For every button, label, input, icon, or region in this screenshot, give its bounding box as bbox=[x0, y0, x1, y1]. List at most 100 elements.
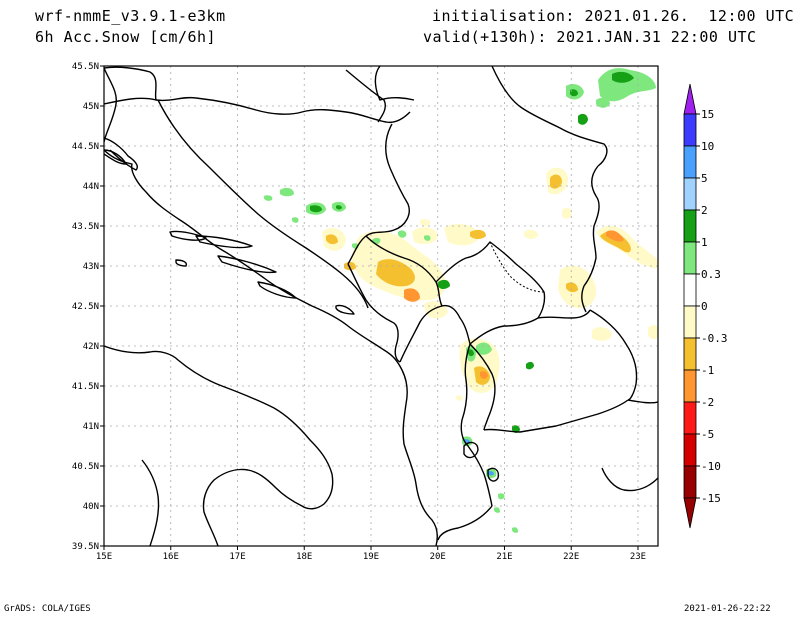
lon-tick-label: 22E bbox=[563, 552, 579, 562]
lake-ohrid bbox=[463, 441, 479, 459]
island bbox=[175, 259, 188, 267]
field-patch bbox=[648, 325, 658, 340]
colorbar-segment bbox=[683, 209, 697, 243]
lon-tick-label: 20E bbox=[430, 552, 446, 562]
lake-prespa bbox=[487, 467, 500, 482]
field-patch bbox=[404, 288, 420, 302]
border-greece-bulgaria bbox=[627, 399, 658, 404]
snow-field bbox=[264, 68, 658, 533]
field-patch bbox=[438, 279, 450, 289]
border-north-macedonia-south bbox=[483, 399, 629, 433]
colorbar-segment bbox=[683, 369, 697, 403]
field-patch bbox=[512, 527, 518, 533]
field-patch bbox=[480, 371, 488, 379]
variable-title: 6h Acc.Snow [cm/6h] bbox=[35, 28, 217, 46]
field-patch bbox=[456, 395, 463, 401]
border-serbia-croatia bbox=[345, 69, 387, 123]
lat-tick-label: 42.5N bbox=[72, 302, 99, 312]
island bbox=[104, 137, 138, 171]
lat-tick-label: 40.5N bbox=[72, 462, 99, 472]
field-patch bbox=[336, 205, 342, 210]
field-patch bbox=[612, 71, 634, 83]
colorbar-segment bbox=[683, 113, 697, 147]
border-serbia-north-macedonia bbox=[537, 309, 591, 319]
border-greece-albania bbox=[437, 505, 493, 541]
border-montenegro-serbia bbox=[365, 235, 443, 307]
colorbar-label: 10 bbox=[701, 140, 714, 153]
colorbar-segment bbox=[683, 433, 697, 467]
colorbar-segment bbox=[683, 337, 697, 371]
lon-tick-label: 18E bbox=[296, 552, 312, 562]
lat-tick-label: 43N bbox=[83, 262, 99, 272]
colorbar-label: 15 bbox=[701, 108, 714, 121]
lat-tick-label: 44N bbox=[83, 182, 99, 192]
lat-tick-label: 45N bbox=[83, 102, 99, 112]
colorbar-arrow-bottom bbox=[683, 497, 697, 529]
field-patch bbox=[326, 234, 338, 245]
lat-tick-label: 45.5N bbox=[72, 62, 99, 72]
valid-time: valid(+130h): 2021.JAN.31 22:00 UTC bbox=[423, 28, 757, 46]
lon-tick-label: 15E bbox=[96, 552, 112, 562]
lat-tick-label: 40N bbox=[83, 502, 99, 512]
field-patch bbox=[420, 219, 431, 227]
island bbox=[195, 235, 253, 249]
colorbar-label: -1 bbox=[701, 364, 714, 377]
island bbox=[169, 230, 207, 241]
colorbar-arrow-top bbox=[683, 83, 697, 115]
colorbar-label: -5 bbox=[701, 428, 714, 441]
island bbox=[217, 255, 277, 274]
lon-tick-label: 17E bbox=[229, 552, 245, 562]
field-patch bbox=[264, 195, 273, 201]
border-bosnia-croatia-north bbox=[104, 96, 411, 124]
border-bosnia-east bbox=[347, 123, 410, 265]
field-patch bbox=[550, 174, 562, 189]
initialisation-time: initialisation: 2021.01.26. 12:00 UTC bbox=[432, 7, 795, 25]
colorbar-segment bbox=[683, 177, 697, 211]
colorbar-label: 0.3 bbox=[701, 268, 721, 281]
field-patch bbox=[280, 187, 294, 197]
lat-tick-label: 41.5N bbox=[72, 382, 99, 392]
field-patch bbox=[310, 205, 322, 213]
border-north-macedonia-west bbox=[469, 343, 496, 431]
map-outlines bbox=[104, 66, 658, 546]
colorbar-label: -0.3 bbox=[701, 332, 728, 345]
field-patch bbox=[444, 223, 480, 246]
lon-tick-label: 16E bbox=[163, 552, 179, 562]
field-patch bbox=[494, 507, 500, 513]
lat-tick-label: 39.5N bbox=[72, 542, 99, 552]
colorbar-label: -15 bbox=[701, 492, 721, 505]
field-patch bbox=[398, 230, 407, 238]
border-hungary bbox=[104, 66, 157, 101]
field-patch bbox=[470, 229, 486, 239]
field-patch bbox=[570, 89, 578, 97]
colorbar-label: -2 bbox=[701, 396, 714, 409]
colorbar-label: 0 bbox=[701, 300, 708, 313]
field-patch bbox=[526, 361, 534, 370]
lon-tick-label: 21E bbox=[496, 552, 512, 562]
lat-tick-label: 42N bbox=[83, 342, 99, 352]
colorbar-segment bbox=[683, 305, 697, 339]
field-patch bbox=[476, 342, 492, 355]
lat-tick-label: 43.5N bbox=[72, 222, 99, 232]
footer-timestamp: 2021-01-26-22:22 bbox=[684, 604, 771, 614]
field-patch bbox=[424, 301, 448, 319]
field-patch bbox=[566, 282, 578, 293]
field-patch bbox=[562, 207, 572, 219]
field-patch bbox=[292, 217, 299, 223]
border-kosovo bbox=[435, 241, 546, 345]
island bbox=[257, 281, 297, 299]
colorbar-label: 1 bbox=[701, 236, 708, 249]
border-serbia-bulgaria bbox=[581, 165, 600, 313]
field-patch bbox=[524, 229, 538, 239]
colorbar: 15 10 5 2 1 0.3 0 -0.3 -1 -2 -5 -10 -15 bbox=[683, 83, 728, 529]
lat-tick-label: 41N bbox=[83, 422, 99, 432]
colorbar-segment bbox=[683, 273, 697, 307]
colorbar-segment bbox=[683, 465, 697, 499]
border-north-macedonia-east bbox=[589, 309, 638, 401]
lat-tick-label: 44.5N bbox=[72, 142, 99, 152]
colorbar-label: -10 bbox=[701, 460, 721, 473]
field-patch bbox=[468, 349, 474, 357]
colorbar-segment bbox=[683, 241, 697, 275]
colorbar-label: 2 bbox=[701, 204, 708, 217]
